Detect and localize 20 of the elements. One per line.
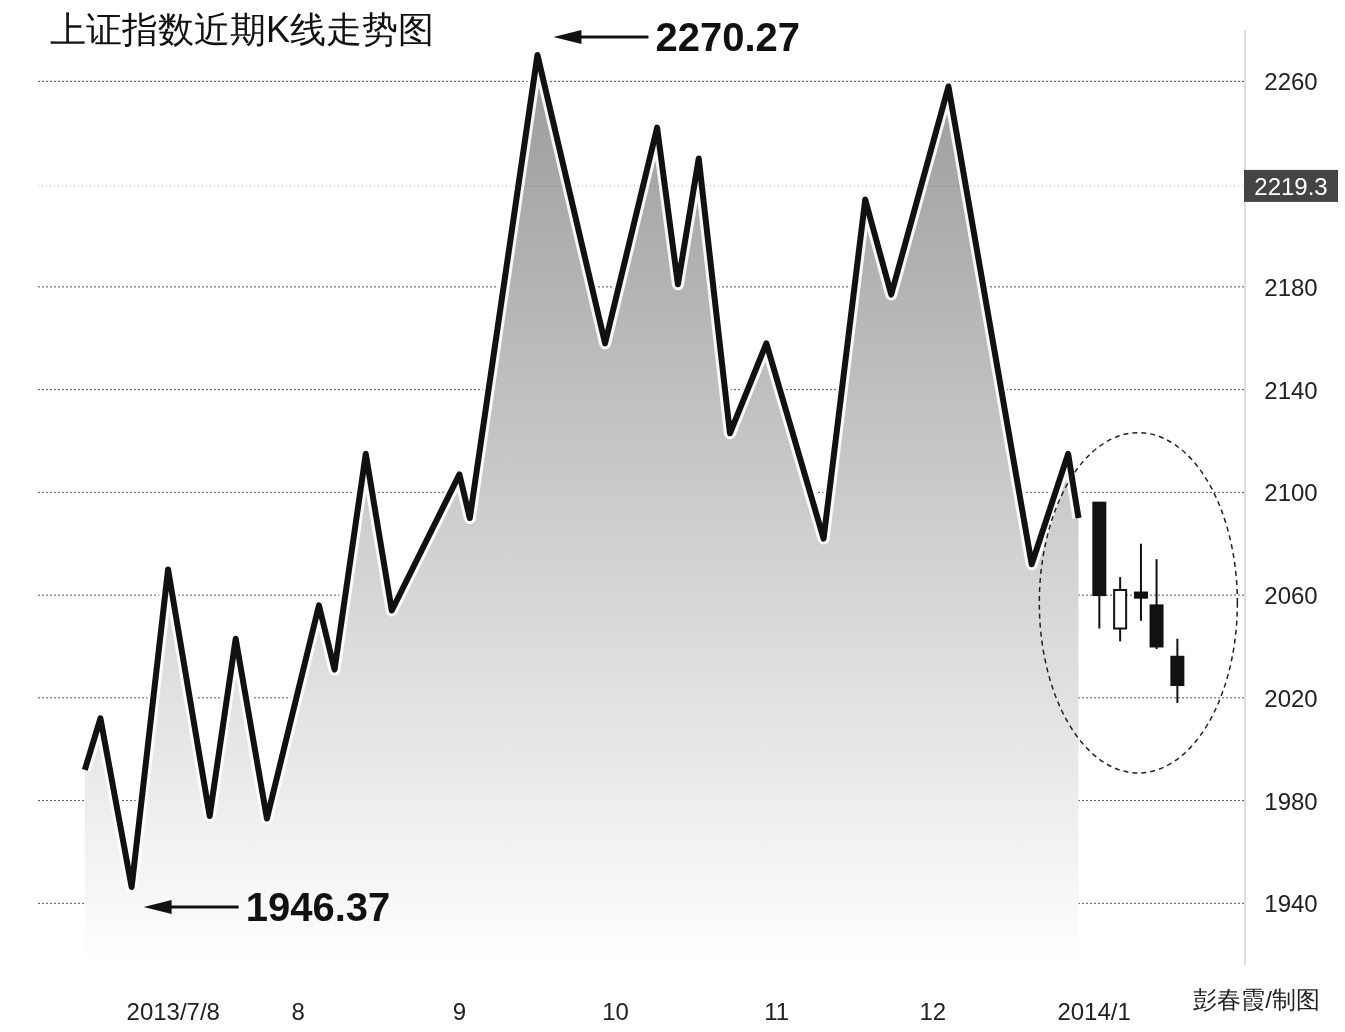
x-tick-label: 8: [291, 998, 305, 1025]
y-tick-label: 2140: [1264, 376, 1318, 404]
x-tick-label: 2013/7/8: [126, 998, 220, 1025]
x-tick-label: 2014/1: [1057, 998, 1131, 1025]
text: 彭春霞/制图: [1193, 986, 1320, 1013]
ref-line-label: 2219.3: [1254, 172, 1328, 200]
x-tick-label: 10: [602, 998, 629, 1025]
annotation: 2270.27: [655, 14, 801, 59]
y-tick-label: 2100: [1264, 479, 1318, 507]
y-tick-label: 2060: [1264, 582, 1318, 610]
y-tick-label: 2020: [1264, 684, 1318, 712]
chart-title: 上证指数近期K线走势图: [50, 9, 435, 50]
x-tick-label: 12: [919, 998, 947, 1025]
x-tick-label: 11: [764, 998, 790, 1025]
y-tick-label: 1980: [1264, 787, 1318, 815]
y-tick-label: 2180: [1264, 273, 1318, 301]
y-tick-label: 1940: [1264, 890, 1318, 918]
x-tick-label: 9: [452, 998, 467, 1025]
annotation: 1946.37: [245, 884, 391, 929]
y-tick-label: 2260: [1264, 68, 1318, 96]
